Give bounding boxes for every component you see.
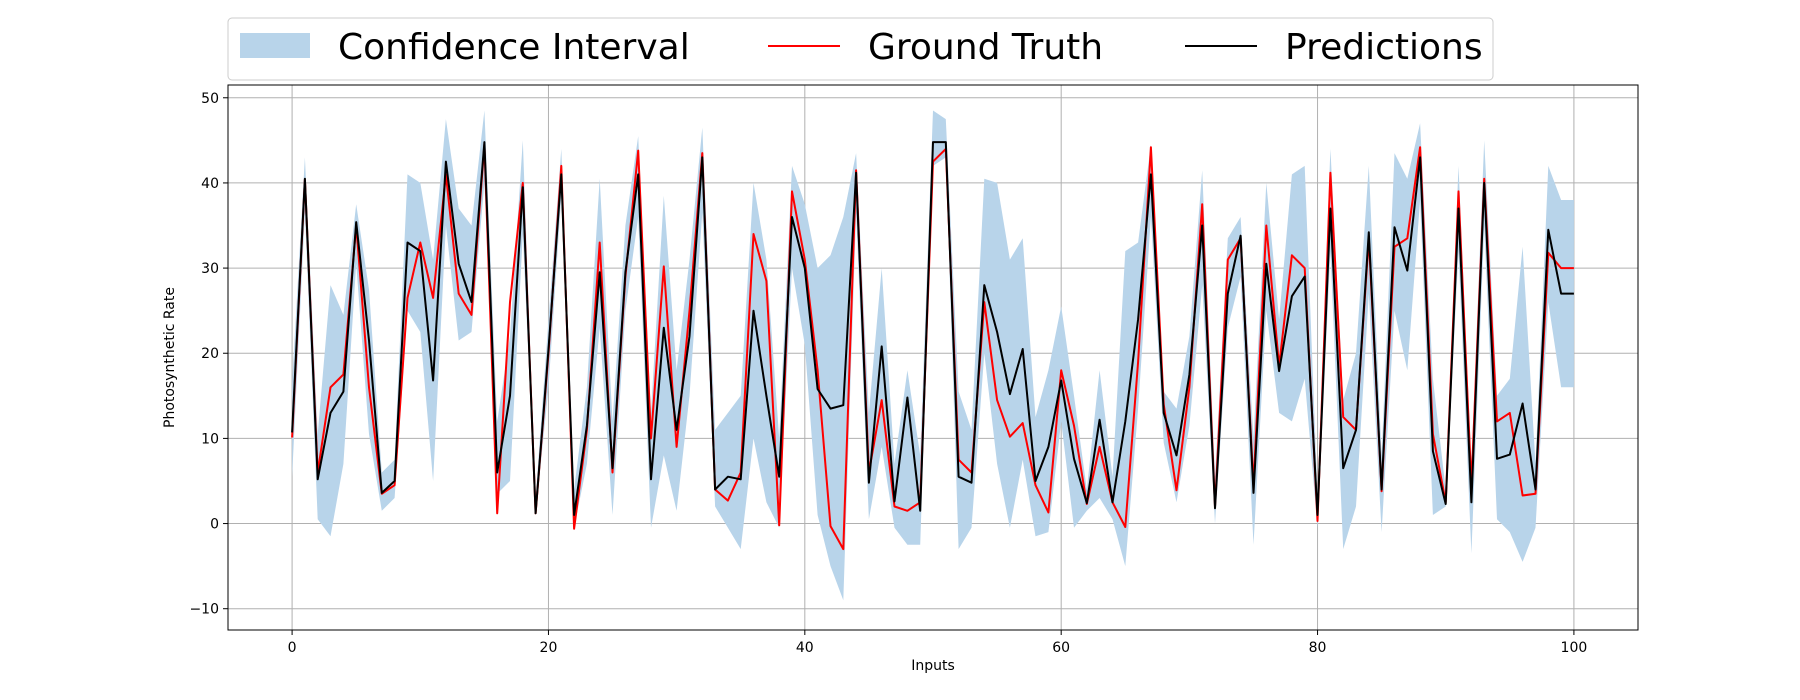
- y-axis-label: Photosynthetic Rate: [162, 287, 178, 428]
- x-tick-label: 100: [1561, 640, 1588, 656]
- y-tick-label: −10: [189, 602, 219, 618]
- y-tick-label: 40: [201, 176, 219, 192]
- legend-label-predictions: Predictions: [1285, 27, 1483, 68]
- x-tick-label: 20: [540, 640, 558, 656]
- series-line-layer: [291, 141, 1574, 551]
- y-tick-label: 0: [210, 517, 219, 533]
- x-tick-label: 80: [1309, 640, 1327, 656]
- legend-label-confidence-interval: Confidence Interval: [338, 27, 690, 68]
- plot-area-frame: [227, 84, 1639, 631]
- axis-ticks: 0 20 40 60 80 100 −10 0 10 20 30 40 50: [189, 91, 1587, 656]
- legend-frame: [227, 17, 1494, 81]
- legend-swatch-confidence-interval: [240, 33, 310, 58]
- x-tick-label: 0: [288, 640, 297, 656]
- series-line-predictions: [291, 141, 1574, 516]
- y-tick-label: 50: [201, 91, 219, 107]
- y-tick-label: 30: [201, 261, 219, 277]
- legend: Confidence Interval Ground Truth Predict…: [227, 17, 1494, 81]
- legend-label-ground-truth: Ground Truth: [868, 27, 1103, 68]
- x-axis-label: Inputs: [911, 658, 955, 674]
- y-tick-label: 20: [201, 346, 219, 362]
- x-tick-label: 40: [796, 640, 814, 656]
- x-tick-label: 60: [1052, 640, 1070, 656]
- y-tick-label: 10: [201, 431, 219, 447]
